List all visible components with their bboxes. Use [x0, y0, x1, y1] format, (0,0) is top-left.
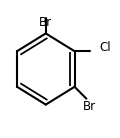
Text: Br: Br — [39, 16, 52, 29]
Text: Br: Br — [83, 100, 96, 113]
Text: Cl: Cl — [99, 41, 111, 54]
